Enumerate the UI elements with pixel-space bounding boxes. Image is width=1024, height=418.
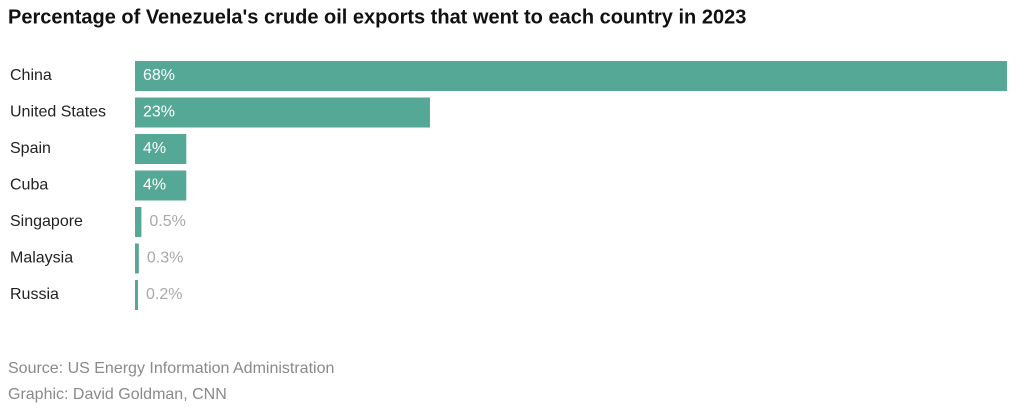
bar xyxy=(135,61,1007,91)
bar xyxy=(135,134,187,164)
chart-title: Percentage of Venezuela's crude oil expo… xyxy=(8,6,746,28)
bar xyxy=(135,97,430,128)
value-label: 4% xyxy=(143,140,166,157)
value-label: 0.2% xyxy=(146,286,182,303)
value-label: 23% xyxy=(143,104,175,121)
bar xyxy=(135,243,139,274)
category-label: Malaysia xyxy=(10,250,73,267)
value-label: 0.3% xyxy=(147,250,183,267)
bar xyxy=(135,170,187,201)
value-label: 68% xyxy=(143,67,175,84)
credit: Graphic: David Goldman, CNN xyxy=(8,386,227,403)
bar xyxy=(135,207,142,237)
value-label: 4% xyxy=(143,177,166,194)
value-label: 0.5% xyxy=(149,213,185,230)
category-label: United States xyxy=(10,104,106,121)
category-label: Singapore xyxy=(10,213,83,230)
category-label: Cuba xyxy=(10,177,48,194)
category-label: Russia xyxy=(10,286,59,303)
bar xyxy=(135,280,138,310)
category-label: Spain xyxy=(10,140,51,157)
category-label: China xyxy=(10,67,52,84)
source: Source: US Energy Information Administra… xyxy=(8,360,334,377)
